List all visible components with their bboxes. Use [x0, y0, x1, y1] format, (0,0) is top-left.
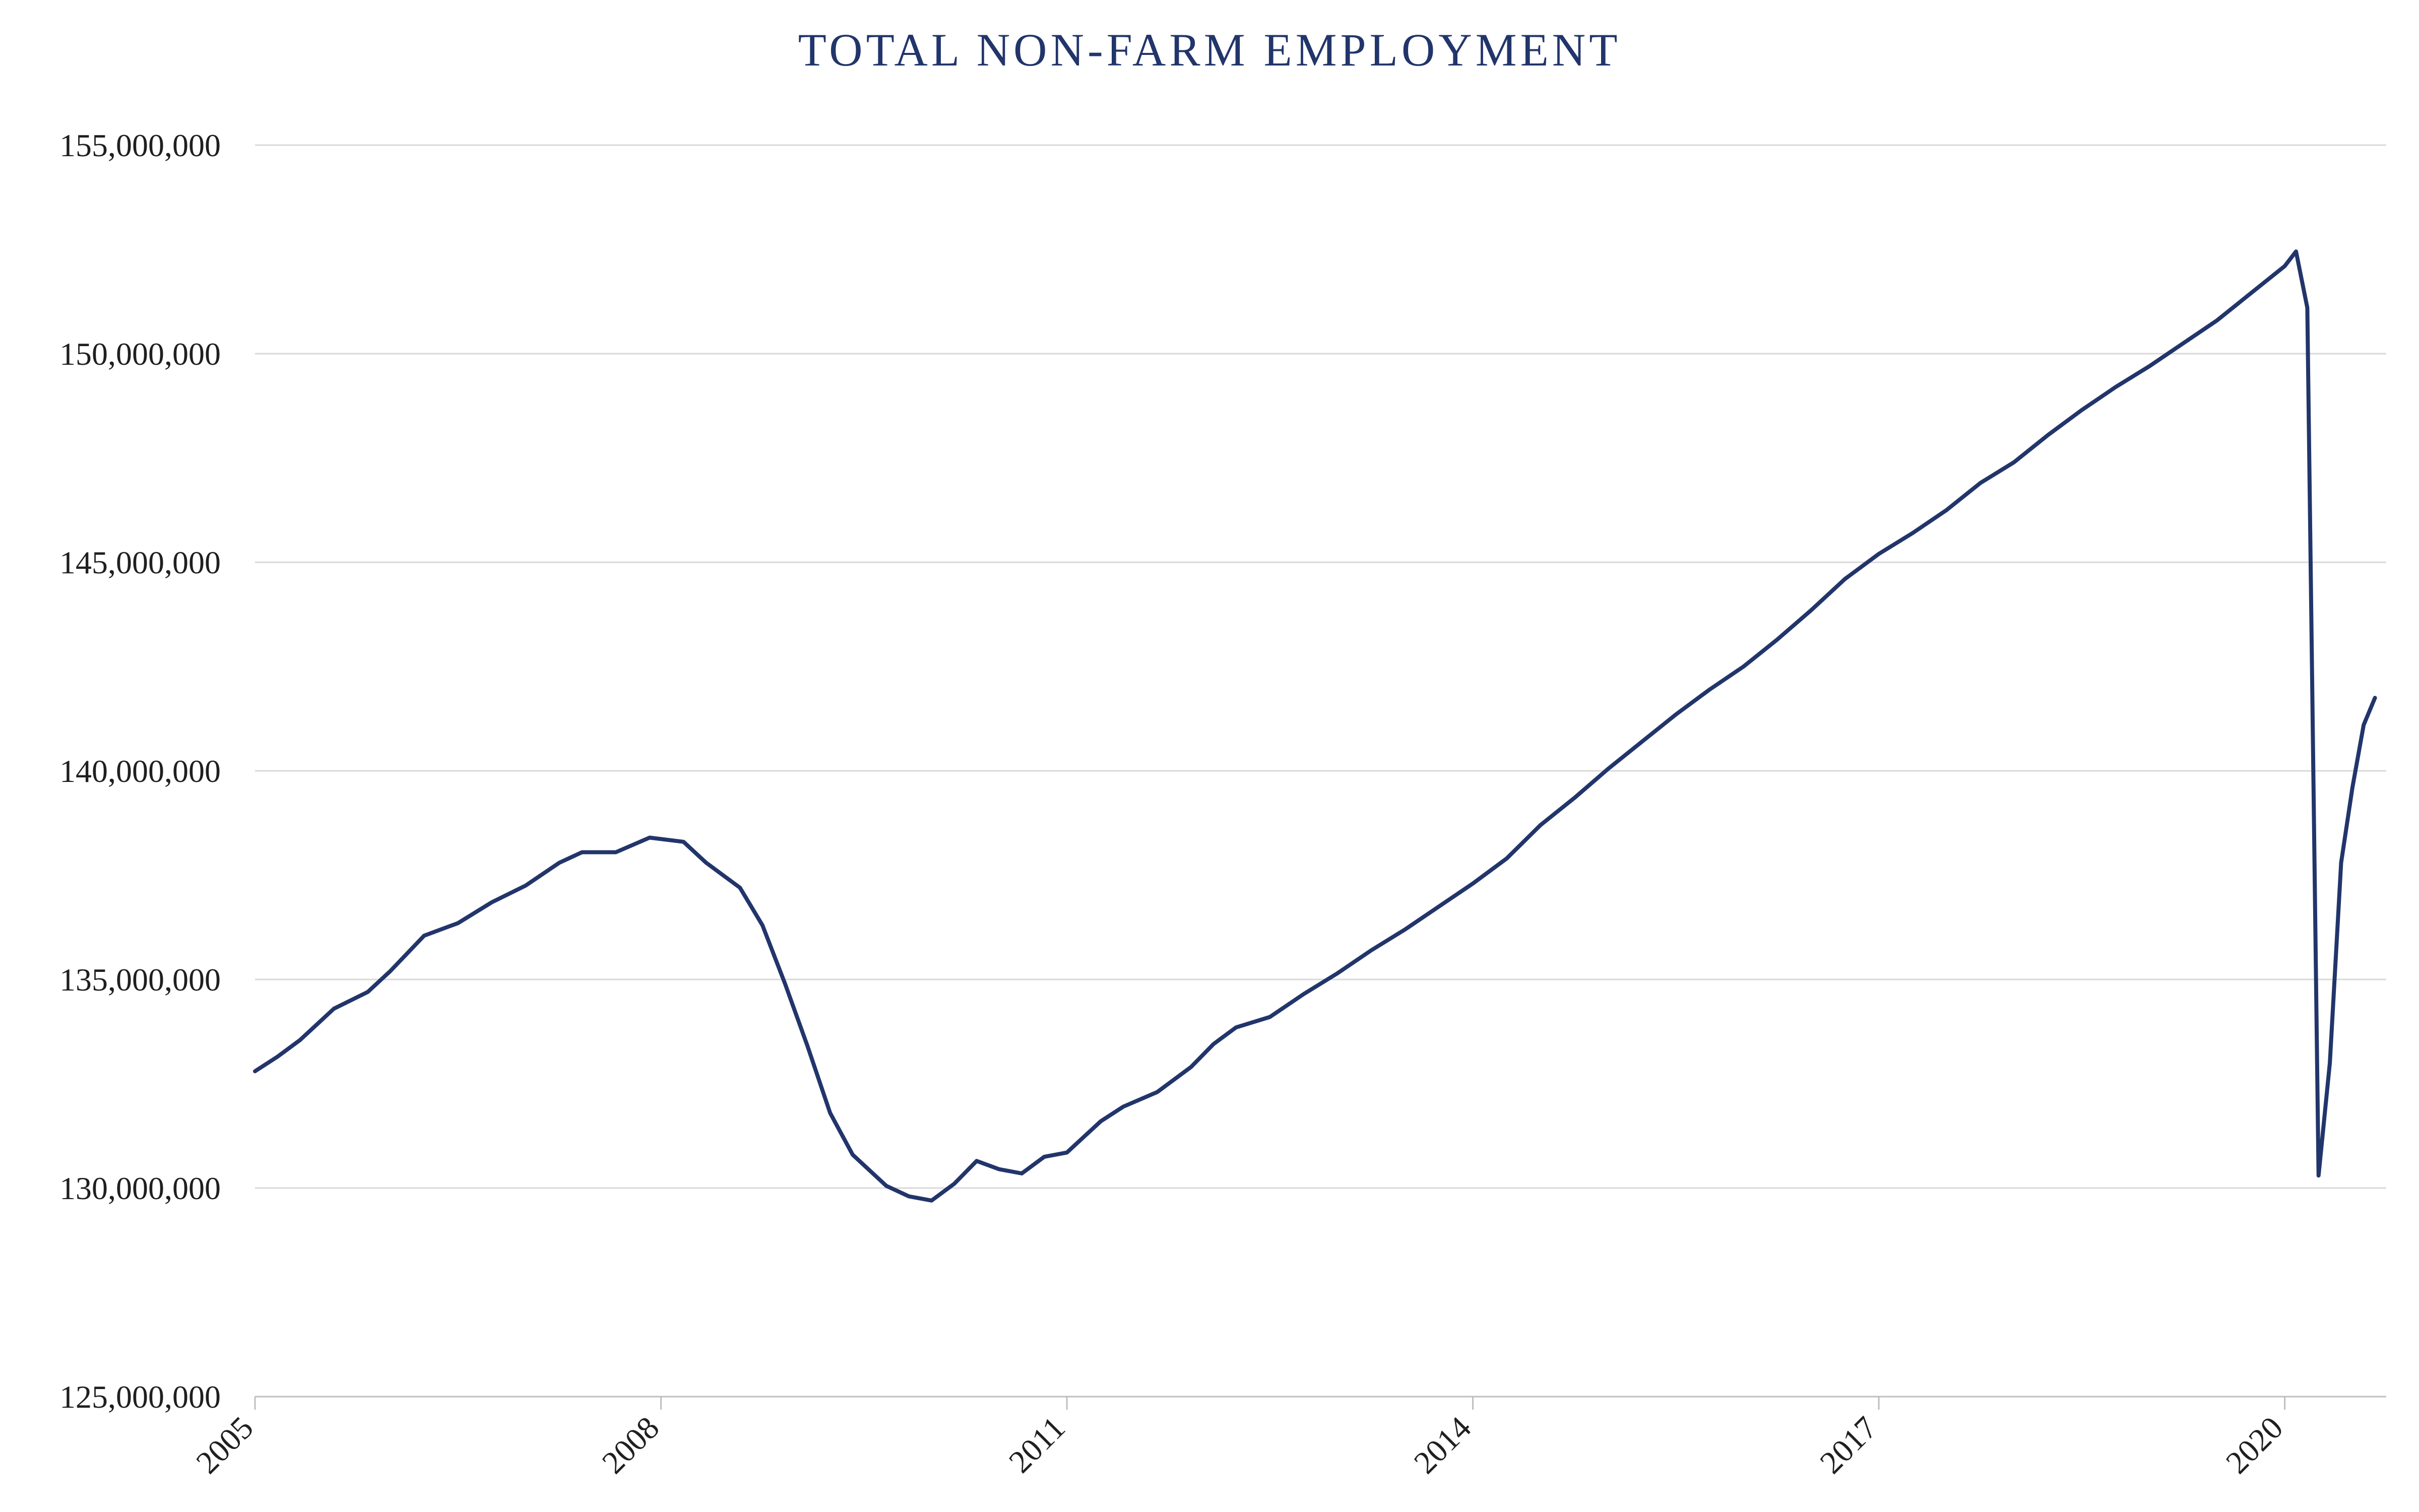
y-tick-label: 130,000,000 — [59, 1170, 221, 1206]
x-tick-label: 2008 — [595, 1410, 666, 1481]
series — [253, 249, 2377, 1203]
x-axis-ticks: 2005 2008 2011 2014 2017 2020 — [189, 1397, 2290, 1481]
x-tick-label: 2014 — [1407, 1410, 1478, 1481]
x-tick-label: 2005 — [189, 1410, 260, 1481]
x-tick-label: 2017 — [1813, 1410, 1884, 1481]
y-tick-label: 125,000,000 — [59, 1379, 221, 1415]
y-tick-label: 135,000,000 — [59, 962, 221, 998]
series-line — [253, 249, 2377, 1203]
y-tick-label: 140,000,000 — [59, 753, 221, 789]
y-tick-label: 145,000,000 — [59, 545, 221, 580]
x-tick-label: 2011 — [1002, 1410, 1072, 1480]
x-tick-label: 2020 — [2219, 1410, 2290, 1481]
y-axis: 125,000,000 130,000,000 135,000,000 140,000… — [59, 127, 221, 1415]
chart-title: TOTAL NON-FARM EMPLOYMENT — [798, 24, 1621, 76]
y-tick-label: 155,000,000 — [59, 127, 221, 163]
gridlines — [255, 144, 2386, 1189]
y-tick-label: 150,000,000 — [59, 336, 221, 372]
